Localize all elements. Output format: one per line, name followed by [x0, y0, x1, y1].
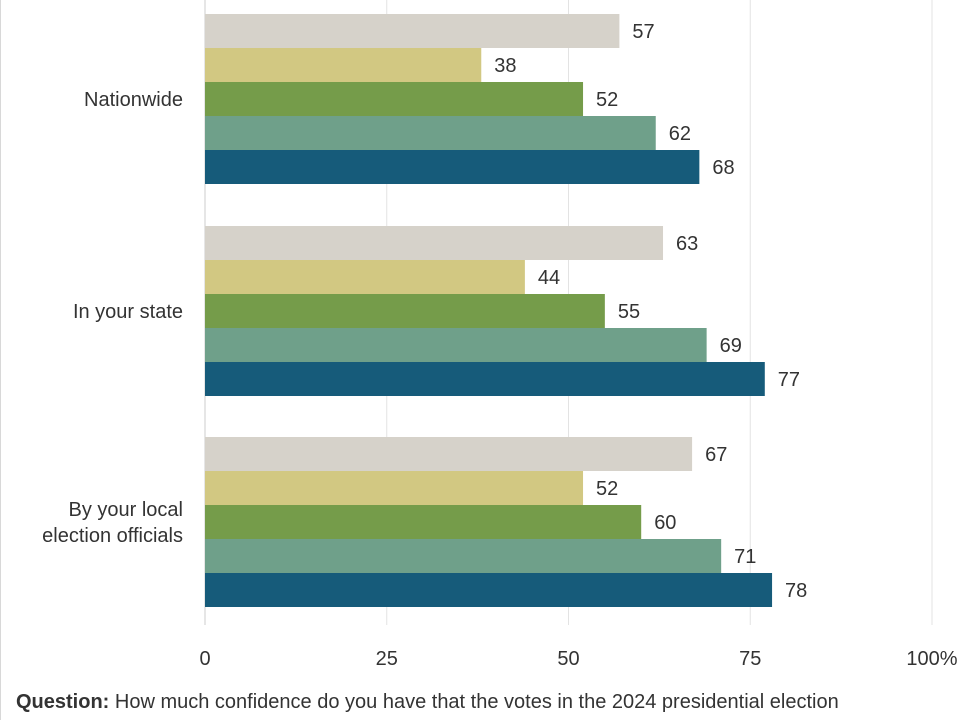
- bar: [205, 328, 707, 362]
- bar: [205, 14, 620, 48]
- bar-value-label: 62: [669, 123, 691, 145]
- bar-value-label: 44: [538, 267, 560, 289]
- question-footer: Question: How much confidence do you hav…: [16, 691, 839, 714]
- category-label: election officials: [42, 525, 183, 547]
- x-tick-label: 75: [739, 648, 761, 670]
- bar: [205, 573, 773, 607]
- bar-value-label: 52: [596, 89, 618, 111]
- x-tick-label: 100%: [906, 648, 957, 670]
- bar: [205, 82, 584, 116]
- bar-value-label: 67: [705, 444, 727, 466]
- question-text: How much confidence do you have that the…: [109, 691, 839, 713]
- x-tick-label: 50: [557, 648, 579, 670]
- bar-value-label: 63: [676, 233, 698, 255]
- x-tick-label: 0: [199, 648, 210, 670]
- bar: [205, 362, 765, 396]
- bar-value-label: 77: [778, 369, 800, 391]
- bar: [205, 505, 642, 539]
- bar-value-label: 68: [712, 157, 734, 179]
- bar-value-label: 38: [494, 55, 516, 77]
- bar-value-label: 71: [734, 546, 756, 568]
- category-label: In your state: [73, 301, 183, 323]
- question-label: Question:: [16, 691, 110, 713]
- bar-value-label: 60: [654, 512, 676, 534]
- bar: [205, 539, 722, 573]
- bar: [205, 48, 482, 82]
- bar: [205, 226, 664, 260]
- bar: [205, 437, 693, 471]
- bar-value-label: 55: [618, 301, 640, 323]
- category-label: Nationwide: [84, 89, 183, 111]
- bar-value-label: 78: [785, 580, 807, 602]
- bar-value-label: 52: [596, 478, 618, 500]
- category-label: By your local: [69, 499, 184, 521]
- bar: [205, 260, 525, 294]
- x-tick-label: 25: [376, 648, 398, 670]
- bar-value-label: 69: [720, 335, 742, 357]
- left-border: [0, 0, 1, 720]
- bar: [205, 294, 605, 328]
- bar-value-label: 57: [632, 21, 654, 43]
- bar: [205, 116, 656, 150]
- bar: [205, 150, 700, 184]
- bar: [205, 471, 584, 505]
